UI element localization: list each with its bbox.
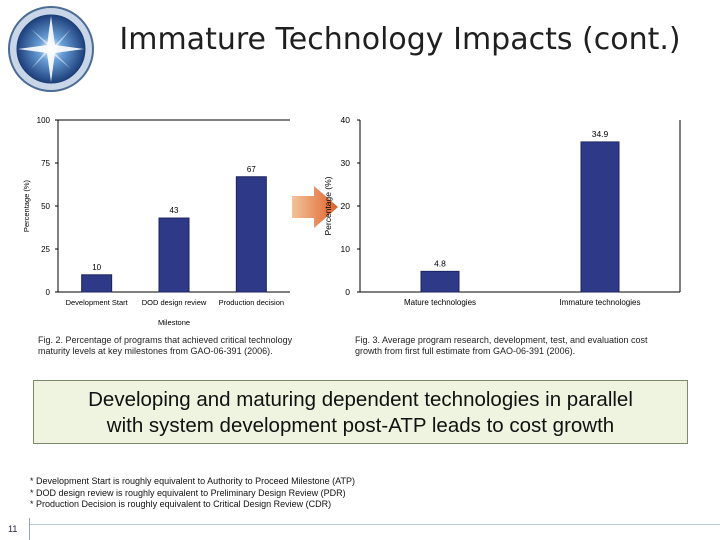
- banner-line-2: with system development post-ATP leads t…: [106, 414, 615, 437]
- footnotes: * Development Start is roughly equivalen…: [30, 476, 355, 511]
- left-chart-y-tick-label: 100: [37, 116, 51, 125]
- banner-line-1: Developing and maturing dependent techno…: [88, 388, 633, 411]
- figure-2-caption-line-2: maturity levels at key milestones from G…: [38, 346, 273, 356]
- figure-3-caption-line-2: growth from first full estimate from GAO…: [355, 346, 576, 356]
- left-chart-y-tick-label: 75: [41, 159, 50, 168]
- left-chart-category-label: Development Start: [66, 298, 129, 307]
- page-number-box: [0, 518, 30, 540]
- seal-logo: [8, 6, 94, 92]
- right-chart-data-label: 34.9: [592, 129, 609, 139]
- right-chart-category-label: Mature technologies: [404, 298, 476, 307]
- right-chart-y-tick-label: 40: [341, 115, 351, 125]
- right-chart-category-label: Immature technologies: [560, 298, 641, 307]
- figure-3-caption-line-1: Fig. 3. Average program research, develo…: [355, 335, 648, 345]
- figure-3-caption: Fig. 3. Average program research, develo…: [355, 335, 648, 357]
- left-chart-data-label: 67: [247, 165, 256, 174]
- left-chart-y-axis-label: Percentage (%): [22, 179, 31, 232]
- right-chart-y-tick-label: 20: [341, 201, 351, 211]
- left-chart-y-tick-label: 50: [41, 202, 50, 211]
- left-chart-x-axis-label: Milestone: [158, 318, 190, 327]
- left-chart-y-tick-label: 0: [46, 288, 51, 297]
- left-chart-category-label: Production decision: [219, 298, 284, 307]
- right-chart-bar: [420, 270, 460, 293]
- footer-rule: [30, 524, 720, 525]
- right-chart-y-tick-label: 0: [345, 287, 350, 297]
- page-title: Immature Technology Impacts (cont.): [119, 22, 681, 57]
- chart-left: 0 25 50 75 100 Percentage (%) 10 Development St…: [22, 116, 290, 327]
- chart-right: 0 10 20 30 40 Percentage (%) 4.8 Mature technol…: [323, 115, 681, 307]
- right-chart-y-tick-label: 30: [341, 158, 351, 168]
- footnote-2: * DOD design review is roughly equivalen…: [30, 487, 346, 498]
- left-chart-y-tick-label: 25: [41, 245, 50, 254]
- left-chart-bar: [81, 274, 113, 293]
- left-chart-bar: [235, 176, 267, 293]
- footnote-3: * Production Decision is roughly equival…: [30, 499, 332, 509]
- right-chart-y-tick-label: 10: [341, 244, 351, 254]
- left-chart-bar: [158, 217, 190, 293]
- right-chart-bar: [580, 141, 620, 293]
- conclusion-banner: Developing and maturing dependent techno…: [33, 380, 688, 444]
- transition-arrow: [292, 186, 338, 228]
- left-chart-data-label: 10: [92, 263, 101, 272]
- footnote-1: * Development Start is roughly equivalen…: [30, 476, 355, 486]
- right-chart-y-axis-label: Percentage (%): [323, 176, 333, 235]
- figure-2-caption-line-1: Fig. 2. Percentage of programs that achi…: [38, 335, 293, 345]
- right-chart-data-label: 4.8: [434, 258, 446, 268]
- left-chart-category-label: DOD design review: [142, 298, 207, 307]
- figure-2-caption: Fig. 2. Percentage of programs that achi…: [38, 335, 292, 357]
- left-chart-data-label: 43: [170, 206, 179, 215]
- page-number: 11: [8, 524, 18, 534]
